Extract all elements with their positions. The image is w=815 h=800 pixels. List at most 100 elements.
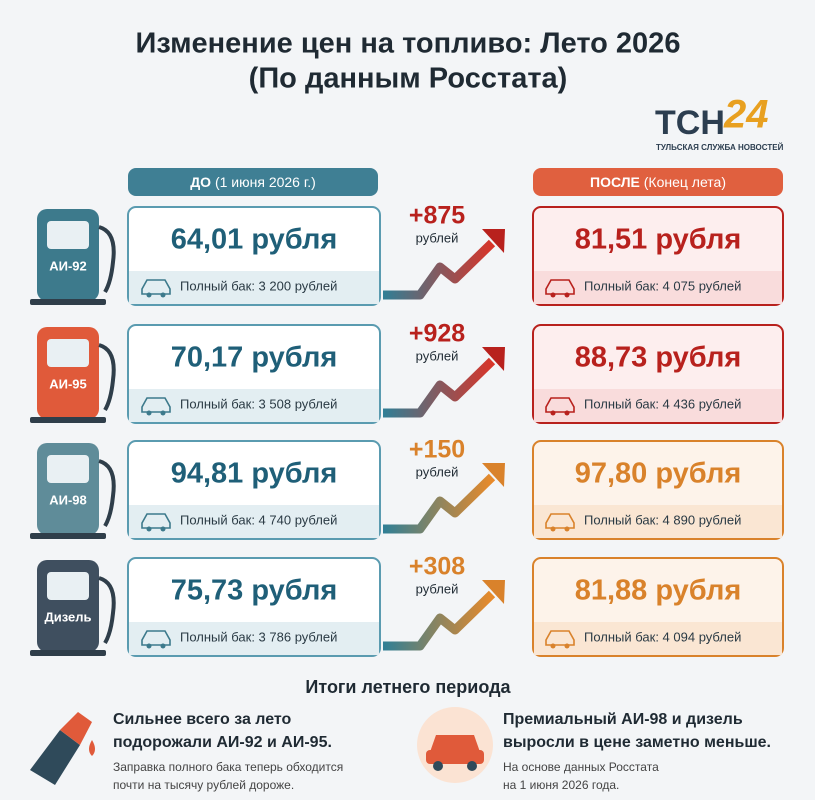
header-label: ДО (1 июня 2026 г.) (190, 174, 316, 190)
nozzle-icon (30, 712, 95, 785)
pump-hose (98, 343, 116, 412)
summary-title: Итоги летнего периода (305, 677, 511, 697)
after-tank: Полный бак: 4 890 рублей (584, 512, 741, 527)
pump-base (30, 299, 106, 305)
car-wheel (160, 526, 166, 532)
after-tank: Полный бак: 4 075 рублей (584, 278, 741, 293)
summary-headline: подорожали АИ-92 и АИ-95. (113, 734, 332, 751)
title: Изменение цен на топливо: Лето 2026 (136, 28, 681, 60)
car-body (545, 397, 575, 413)
car-icon (545, 513, 575, 532)
delta-unit: рублей (416, 581, 459, 596)
before-tank: Полный бак: 4 740 рублей (180, 512, 337, 527)
summary-text: на 1 июня 2026 года. (503, 778, 619, 792)
car-wheel (564, 410, 570, 416)
fuel-label: Дизель (44, 609, 91, 624)
logo: ТСН (655, 104, 725, 142)
before-tank-bar (129, 505, 379, 538)
before-price: 75,73 рубля (171, 575, 338, 607)
summary-text: На основе данных Росстата (503, 760, 659, 774)
car-icon (545, 630, 575, 649)
before-price: 64,01 рубля (171, 224, 338, 256)
car-body (141, 279, 171, 295)
trend-arrow (383, 357, 496, 418)
car-icon (545, 397, 575, 416)
pump-hose (98, 225, 116, 294)
car-icon (545, 279, 575, 298)
pump-window (47, 339, 89, 367)
after-price: 88,73 рубля (575, 342, 742, 374)
car-body (141, 397, 171, 413)
pump-base (30, 533, 106, 539)
before-tank-bar (129, 622, 379, 655)
fuel-label: АИ-95 (49, 376, 87, 391)
header-pill (128, 168, 378, 196)
after-price: 97,80 рубля (575, 458, 742, 490)
after-tank: Полный бак: 4 436 рублей (584, 396, 741, 411)
arrow-head (482, 347, 505, 371)
fuel-label: АИ-92 (49, 258, 87, 273)
pump-window (47, 455, 89, 483)
logo: 24 (723, 93, 769, 137)
fuel-label: АИ-98 (49, 492, 87, 507)
car-icon (141, 630, 171, 649)
car-wheel (564, 526, 570, 532)
delta: +308 (409, 553, 465, 581)
summary-headline: Премиальный АИ-98 и дизель (503, 711, 743, 728)
car-wheel (146, 643, 152, 649)
car-wheel (550, 643, 556, 649)
summary-headline: выросли в цене заметно меньше. (503, 734, 771, 751)
pump-base (30, 650, 106, 656)
delta: +150 (409, 436, 465, 464)
after-tank-bar (534, 622, 782, 655)
after-tank-bar (534, 271, 782, 304)
car-body (141, 513, 171, 529)
car-icon (141, 513, 171, 532)
car-wheel (550, 410, 556, 416)
arrow-head (482, 580, 505, 604)
car-icon (141, 397, 171, 416)
after-tank-bar (534, 505, 782, 538)
before-price: 94,81 рубля (171, 458, 338, 490)
before-tank: Полный бак: 3 508 рублей (180, 396, 337, 411)
car-body (141, 630, 171, 646)
before-tank-bar (129, 271, 379, 304)
before-tank: Полный бак: 3 786 рублей (180, 629, 337, 644)
car-wheel (550, 526, 556, 532)
delta-unit: рублей (416, 348, 459, 363)
header-pill (533, 168, 783, 196)
car-body (545, 279, 575, 295)
car-wheel (146, 292, 152, 298)
delta: +928 (409, 320, 465, 348)
car-wheel (146, 526, 152, 532)
before-tank-bar (129, 389, 379, 422)
after-tank: Полный бак: 4 094 рублей (584, 629, 741, 644)
label: ПОСЛЕ (590, 174, 640, 190)
car-wheel (564, 643, 570, 649)
pump-hose (98, 576, 116, 645)
car-wheel (160, 410, 166, 416)
after-tank-bar (534, 389, 782, 422)
delta-unit: рублей (416, 230, 459, 245)
title: (По данным Росстата) (249, 63, 568, 95)
logo-caption: ТУЛЬСКАЯ СЛУЖБА НОВОСТЕЙ (656, 143, 784, 152)
car-body (545, 630, 575, 646)
pump-hose (98, 459, 116, 528)
car-wheel (146, 410, 152, 416)
car-icon (141, 279, 171, 298)
car-wheel (160, 643, 166, 649)
after-price: 81,51 рубля (575, 224, 742, 256)
delta: +875 (409, 202, 465, 230)
note: (Конец лета) (644, 174, 726, 190)
label: ДО (190, 174, 211, 190)
arrow-head (482, 229, 505, 253)
car-wheel (160, 292, 166, 298)
summary-text: Заправка полного бака теперь обходится (113, 760, 343, 774)
pump-base (30, 417, 106, 423)
trend-arrow (383, 473, 496, 534)
car-wheel (564, 292, 570, 298)
car-body (545, 513, 575, 529)
before-tank: Полный бак: 3 200 рублей (180, 278, 337, 293)
pump-window (47, 572, 89, 600)
trend-arrow (383, 590, 496, 651)
